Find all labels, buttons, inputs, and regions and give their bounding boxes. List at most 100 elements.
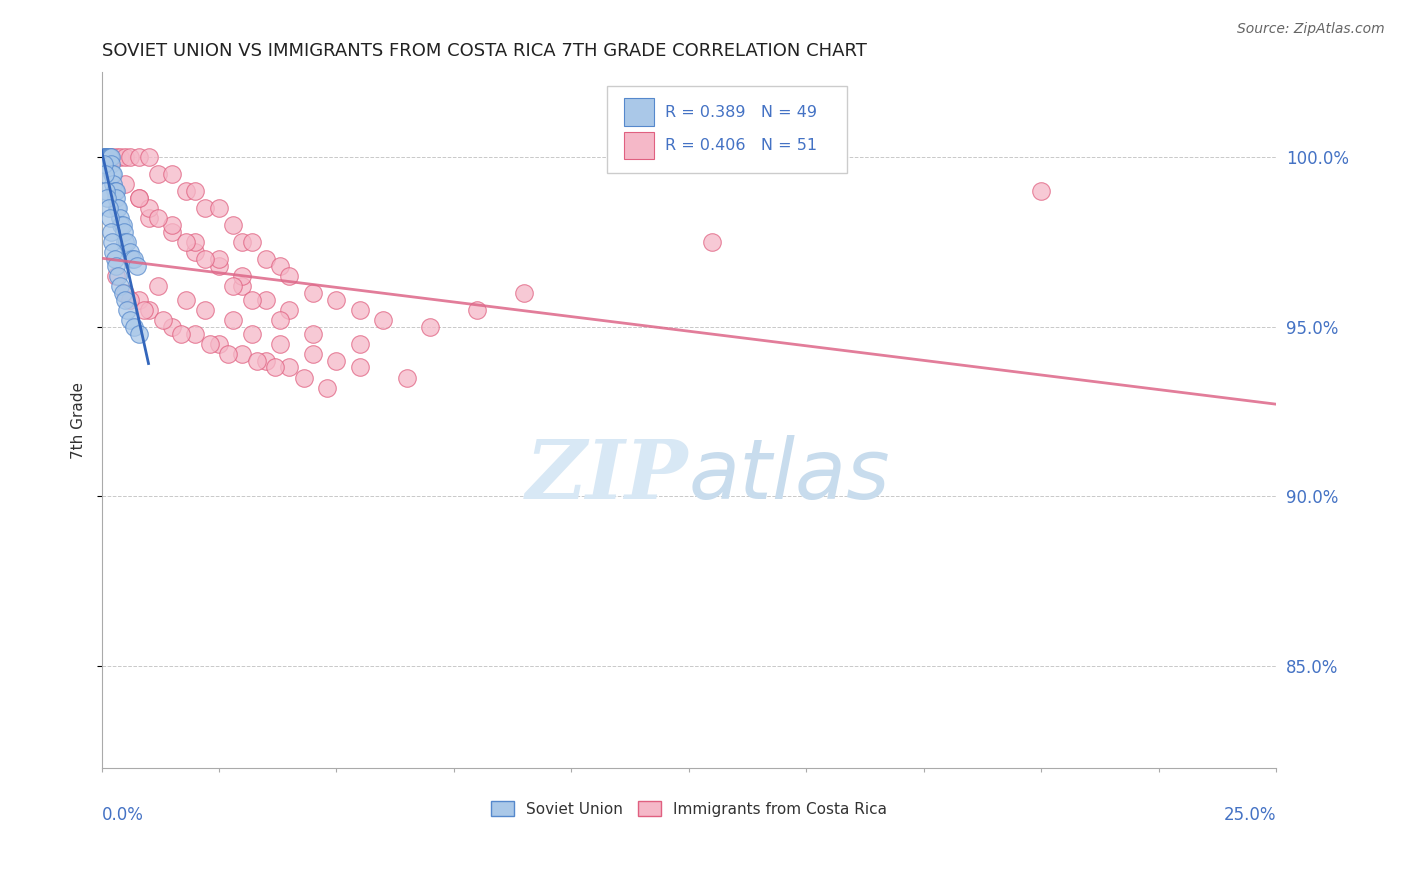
Point bbox=[103, 167, 125, 181]
Point bbox=[128, 191, 150, 205]
FancyBboxPatch shape bbox=[624, 131, 654, 160]
Point bbox=[325, 293, 347, 307]
Point bbox=[101, 167, 124, 181]
Point bbox=[100, 150, 122, 164]
Point bbox=[124, 252, 146, 266]
Point bbox=[114, 235, 136, 249]
Point bbox=[316, 381, 339, 395]
Point bbox=[114, 178, 136, 192]
Point bbox=[128, 150, 150, 164]
Point bbox=[198, 336, 221, 351]
Point bbox=[513, 285, 536, 300]
Y-axis label: 7th Grade: 7th Grade bbox=[72, 382, 86, 458]
Point bbox=[174, 184, 197, 198]
Point bbox=[194, 302, 217, 317]
Point bbox=[231, 268, 253, 283]
Point bbox=[222, 218, 245, 232]
Point bbox=[121, 252, 143, 266]
Point bbox=[110, 150, 132, 164]
Point bbox=[264, 360, 287, 375]
Point bbox=[419, 319, 441, 334]
Point bbox=[96, 150, 118, 164]
Point bbox=[96, 150, 118, 164]
Point bbox=[292, 370, 315, 384]
Point bbox=[269, 336, 291, 351]
Point bbox=[208, 336, 231, 351]
Point bbox=[124, 319, 146, 334]
Point bbox=[93, 157, 115, 171]
Point bbox=[110, 279, 132, 293]
Point bbox=[184, 245, 207, 260]
Point bbox=[146, 211, 169, 226]
Point bbox=[160, 167, 183, 181]
Point bbox=[107, 201, 129, 215]
Point bbox=[302, 326, 325, 341]
Point bbox=[125, 259, 148, 273]
Point bbox=[97, 150, 120, 164]
FancyBboxPatch shape bbox=[624, 98, 654, 126]
Point bbox=[254, 252, 277, 266]
Point bbox=[104, 150, 127, 164]
Point bbox=[114, 150, 136, 164]
Point bbox=[104, 252, 127, 266]
Point bbox=[194, 201, 217, 215]
Point bbox=[146, 167, 169, 181]
Point bbox=[208, 252, 231, 266]
Point bbox=[103, 245, 125, 260]
Point bbox=[118, 293, 141, 307]
Point bbox=[146, 279, 169, 293]
Point bbox=[184, 235, 207, 249]
Point bbox=[103, 178, 125, 192]
Point bbox=[117, 235, 139, 249]
Point bbox=[128, 293, 150, 307]
Point bbox=[240, 235, 263, 249]
Point bbox=[138, 150, 160, 164]
Point bbox=[302, 285, 325, 300]
Point bbox=[269, 259, 291, 273]
Point bbox=[194, 252, 217, 266]
Point bbox=[184, 326, 207, 341]
Point bbox=[94, 150, 117, 164]
Point bbox=[160, 319, 183, 334]
Point bbox=[104, 191, 127, 205]
Point bbox=[278, 302, 301, 317]
Point bbox=[118, 150, 141, 164]
Point bbox=[231, 235, 253, 249]
Point bbox=[278, 360, 301, 375]
Point bbox=[138, 211, 160, 226]
Point bbox=[97, 150, 120, 164]
Point bbox=[107, 268, 129, 283]
Point bbox=[104, 184, 127, 198]
Point bbox=[112, 225, 135, 239]
Point bbox=[98, 211, 121, 226]
Point bbox=[97, 201, 120, 215]
Point bbox=[132, 302, 155, 317]
Point bbox=[349, 336, 371, 351]
Point bbox=[110, 211, 132, 226]
Text: ZIP: ZIP bbox=[526, 435, 689, 516]
Point bbox=[118, 245, 141, 260]
Point bbox=[138, 201, 160, 215]
Point bbox=[302, 347, 325, 361]
Point bbox=[160, 225, 183, 239]
Point bbox=[101, 235, 124, 249]
Point bbox=[208, 259, 231, 273]
Point bbox=[702, 235, 724, 249]
Point bbox=[222, 279, 245, 293]
Point bbox=[111, 285, 134, 300]
Point bbox=[104, 268, 127, 283]
Text: R = 0.389   N = 49: R = 0.389 N = 49 bbox=[665, 104, 817, 120]
Point bbox=[325, 353, 347, 368]
Point bbox=[96, 184, 118, 198]
Point bbox=[184, 184, 207, 198]
Point bbox=[1031, 184, 1053, 198]
Point bbox=[100, 157, 122, 171]
Text: Source: ZipAtlas.com: Source: ZipAtlas.com bbox=[1237, 22, 1385, 37]
Text: R = 0.406   N = 51: R = 0.406 N = 51 bbox=[665, 138, 817, 153]
Point bbox=[118, 313, 141, 327]
Point bbox=[100, 225, 122, 239]
Point bbox=[104, 184, 127, 198]
Point bbox=[467, 302, 489, 317]
Point bbox=[104, 259, 127, 273]
Point bbox=[110, 218, 132, 232]
